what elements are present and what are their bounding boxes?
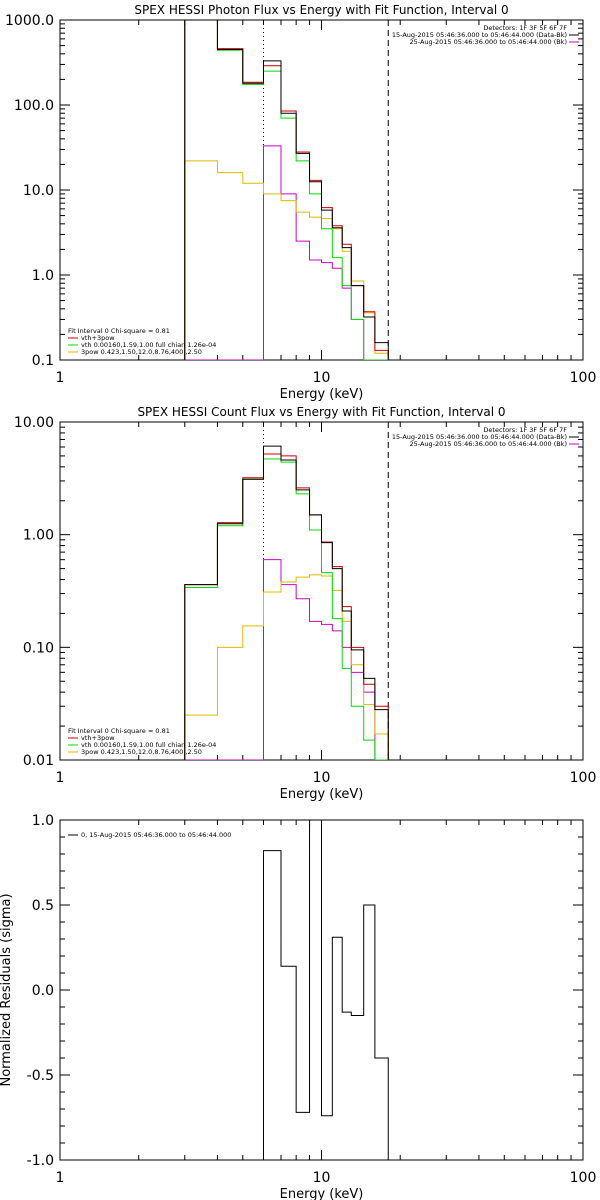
- series-line-residuals: [262, 820, 389, 1160]
- info-line: 15-Aug-2015 05:46:36.000 to 05:46:44.000…: [392, 433, 567, 441]
- x-tick-label: 100: [570, 1170, 597, 1186]
- series-line-bk: [184, 559, 389, 760]
- y-tick-label: 1.00: [23, 528, 54, 544]
- series-line-data-bk: [184, 20, 389, 360]
- y-tick-label: 1.0: [32, 268, 54, 284]
- legend-entry: 3pow 0.423,1.50,12.0,8.76,400.,2.50: [81, 348, 202, 356]
- series-group: [184, 445, 389, 760]
- legend-entry: vth 0.00160,1.59,1.00 full chian 1.26e-0…: [81, 341, 216, 349]
- legend-entry: vth+3pow: [81, 734, 115, 742]
- y-axis-ticks: 0.01 0.10 1.00 10.00: [14, 415, 583, 769]
- y-tick-label: 1.0: [32, 813, 54, 829]
- legend-header: Fit Interval 0 Chi-square = 0.81: [68, 727, 170, 735]
- y-tick-label: 1000.0: [5, 13, 54, 29]
- x-tick-label: 1: [56, 1170, 65, 1186]
- x-axis-ticks: 1 10 100: [56, 422, 597, 786]
- x-tick-label: 100: [570, 370, 597, 386]
- x-tick-label: 1: [56, 770, 65, 786]
- info-line: 25-Aug-2015 05:46:36.000 to 05:46:44.000…: [410, 440, 567, 448]
- y-tick-label: 0.10: [23, 640, 54, 656]
- y-tick-label: 100.0: [14, 98, 54, 114]
- info-line: Detectors: 1F 3F 5F 6F 7F: [483, 24, 567, 32]
- series-line-vth-3pow: [184, 20, 389, 360]
- series-line-3pow: [184, 574, 389, 760]
- chart-panel-3: Energy (keV) Normalized Residuals (sigma)…: [0, 813, 596, 1200]
- x-tick-label: 1: [56, 370, 65, 386]
- legend-entry: vth+3pow: [81, 334, 115, 342]
- legend-header: Fit Interval 0 Chi-square = 0.81: [68, 327, 170, 335]
- y-axis-label: Normalized Residuals (sigma): [0, 893, 14, 1086]
- x-axis-ticks: 1 10 100: [56, 820, 597, 1186]
- series-line-vth: [184, 20, 389, 360]
- y-tick-label: -0.5: [27, 1068, 54, 1084]
- legend: Fit Interval 0 Chi-square = 0.81vth+3pow…: [68, 327, 216, 356]
- y-tick-label: 0.0: [32, 983, 54, 999]
- legend: Fit Interval 0 Chi-square = 0.81vth+3pow…: [68, 727, 216, 756]
- legend: 0, 15-Aug-2015 05:46:36.000 to 05:46:44.…: [68, 831, 231, 839]
- x-axis-label: Energy (keV): [280, 387, 364, 402]
- y-tick-label: -1.0: [27, 1153, 54, 1169]
- series-group: [262, 820, 389, 1160]
- axes-frame: [59, 421, 584, 761]
- series-line-3pow: [184, 160, 389, 360]
- chart-title: SPEX HESSI Photon Flux vs Energy with Fi…: [134, 3, 508, 17]
- x-tick-label: 10: [313, 1170, 331, 1186]
- chart-panel-1: SPEX HESSI Photon Flux vs Energy with Fi…: [5, 3, 596, 402]
- info-line: 15-Aug-2015 05:46:36.000 to 05:46:44.000…: [392, 31, 567, 39]
- y-axis-ticks: -1.0 -0.5 0.0 0.5 1.0: [27, 813, 583, 1169]
- series-line-vth-3pow: [184, 453, 389, 760]
- chart-title: SPEX HESSI Count Flux vs Energy with Fit…: [137, 405, 505, 419]
- legend-entry: 0, 15-Aug-2015 05:46:36.000 to 05:46:44.…: [81, 831, 231, 839]
- x-tick-label: 10: [313, 370, 331, 386]
- x-axis-label: Energy (keV): [280, 787, 364, 802]
- chart-panel-2: SPEX HESSI Count Flux vs Energy with Fit…: [14, 405, 596, 802]
- x-tick-label: 100: [570, 770, 597, 786]
- y-tick-label: 0.01: [23, 753, 54, 769]
- info-line: Detectors: 1F 3F 5F 6F 7F: [483, 426, 567, 434]
- y-tick-label: 10.00: [14, 415, 54, 431]
- info-line: 25-Aug-2015 05:46:36.000 to 05:46:44.000…: [410, 38, 567, 46]
- series-line-data-bk: [184, 445, 389, 760]
- y-tick-label: 0.5: [32, 898, 54, 914]
- legend-entry: 3pow 0.423,1.50,12.0,8.76,400.,2.50: [81, 748, 202, 756]
- y-axis-ticks: 0.1 1.0 10.0 100.0 1000.0: [5, 13, 583, 369]
- legend-entry: vth 0.00160,1.59,1.00 full chian 1.26e-0…: [81, 741, 216, 749]
- series-group: [184, 20, 389, 360]
- y-tick-label: 10.0: [23, 183, 54, 199]
- x-tick-label: 10: [313, 770, 331, 786]
- x-axis-label: Energy (keV): [280, 1187, 364, 1200]
- series-line-bk: [184, 145, 389, 360]
- y-tick-label: 0.1: [32, 353, 54, 369]
